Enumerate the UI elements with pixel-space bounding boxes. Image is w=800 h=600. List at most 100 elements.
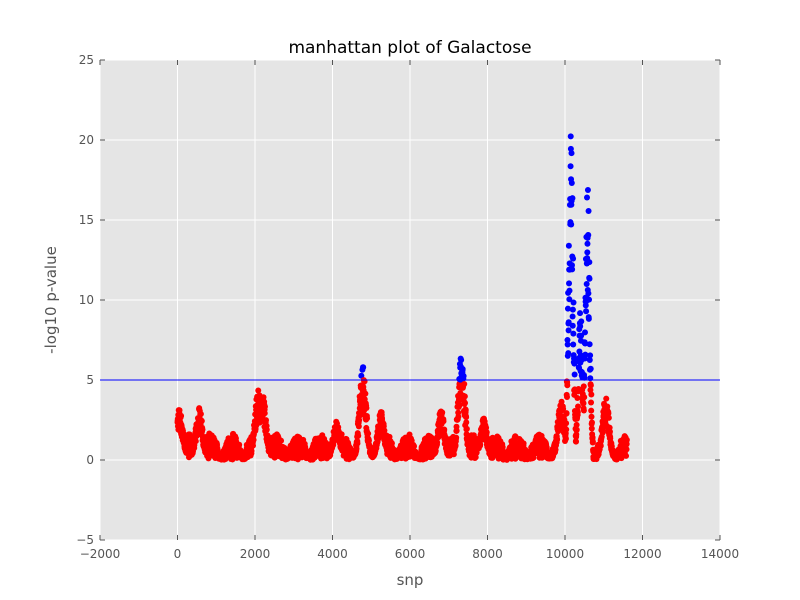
snp-point — [562, 435, 569, 442]
snp-point — [568, 150, 575, 157]
snp-point — [192, 438, 199, 445]
x-axis-label: snp — [397, 571, 424, 589]
snp-point — [483, 424, 490, 431]
snp-point — [355, 432, 362, 439]
snp-point — [455, 413, 462, 420]
snp-point — [570, 299, 577, 306]
snp-point — [363, 405, 370, 412]
snp-point — [570, 255, 577, 262]
snp-point — [581, 329, 588, 336]
snp-point — [255, 387, 262, 394]
snp-point — [461, 393, 468, 400]
snp-point — [198, 418, 205, 425]
y-tick-label: 20 — [79, 133, 94, 147]
snp-point — [603, 395, 610, 402]
snp-point — [560, 405, 567, 412]
snp-point — [584, 240, 591, 247]
snp-point — [566, 280, 573, 287]
snp-point — [261, 410, 268, 417]
x-tick-label: 6000 — [395, 547, 426, 561]
snp-point — [570, 341, 577, 348]
x-tick-label: −2000 — [80, 547, 121, 561]
snp-point — [460, 372, 467, 379]
snp-point — [461, 381, 468, 388]
x-tick-label: 10000 — [546, 547, 584, 561]
snp-point — [180, 430, 187, 437]
snp-point — [569, 313, 576, 320]
snp-point — [569, 322, 576, 329]
snp-point — [587, 352, 594, 359]
snp-point — [588, 391, 595, 398]
chart-title: manhattan plot of Galactose — [288, 38, 531, 58]
snp-point — [586, 275, 593, 282]
snp-point — [453, 427, 460, 434]
snp-point — [554, 436, 561, 443]
snp-point — [178, 412, 185, 419]
snp-point — [565, 319, 572, 326]
snp-point — [458, 356, 465, 363]
y-axis-ticks: −5 0 5 10 15 20 25 — [76, 53, 720, 547]
snp-point — [577, 323, 584, 330]
snp-point — [587, 365, 594, 372]
snp-point — [564, 305, 571, 312]
snp-point — [361, 378, 368, 385]
snp-point — [435, 433, 442, 440]
snp-point — [599, 429, 606, 436]
snp-point — [563, 410, 570, 417]
snp-point — [623, 446, 630, 453]
snp-point — [568, 221, 575, 228]
snp-point — [362, 390, 369, 397]
snp-point — [580, 383, 587, 390]
snp-point — [570, 355, 577, 362]
snp-point — [623, 452, 630, 459]
snp-point — [589, 438, 596, 445]
snp-point — [564, 341, 571, 348]
snp-point — [564, 393, 571, 400]
snp-point — [558, 398, 565, 405]
snp-point — [249, 442, 256, 449]
snp-point — [581, 374, 588, 381]
snp-point — [574, 409, 581, 416]
snp-point — [250, 436, 257, 443]
snp-point — [354, 440, 361, 447]
x-tick-label: 4000 — [317, 547, 348, 561]
snp-point — [580, 407, 587, 414]
snp-point — [567, 163, 574, 170]
snp-point — [462, 407, 469, 414]
snp-point — [587, 386, 594, 393]
snp-point — [583, 281, 590, 288]
snp-point — [463, 425, 470, 432]
snp-point — [584, 194, 591, 201]
snp-point — [483, 429, 490, 436]
snp-point — [355, 423, 362, 430]
snp-point — [570, 330, 577, 337]
snp-point — [577, 310, 584, 317]
snp-point — [199, 426, 206, 433]
snp-point — [261, 403, 268, 410]
snp-point — [440, 418, 447, 425]
snp-point — [589, 434, 596, 441]
snp-point — [585, 231, 592, 238]
snp-point — [573, 421, 580, 428]
snp-point — [236, 441, 243, 448]
y-tick-label: 25 — [79, 53, 94, 67]
snp-point — [441, 426, 448, 433]
snp-point — [571, 360, 578, 367]
snp-point — [582, 351, 589, 358]
snp-point — [260, 394, 267, 401]
snp-point — [623, 436, 630, 443]
snp-point — [605, 414, 612, 421]
snp-point — [584, 187, 591, 194]
snp-point — [586, 296, 593, 303]
snp-point — [358, 372, 365, 379]
snp-point — [573, 438, 580, 445]
snp-point — [248, 447, 255, 454]
x-axis-ticks: −2000 0 2000 4000 6000 8000 10000 12000 14000 — [80, 60, 739, 561]
snp-point — [364, 415, 371, 422]
snp-point — [278, 437, 285, 444]
snp-point — [583, 308, 590, 315]
snp-point — [565, 327, 572, 334]
snp-point — [588, 407, 595, 414]
snp-point — [585, 315, 592, 322]
snp-point — [586, 341, 593, 348]
